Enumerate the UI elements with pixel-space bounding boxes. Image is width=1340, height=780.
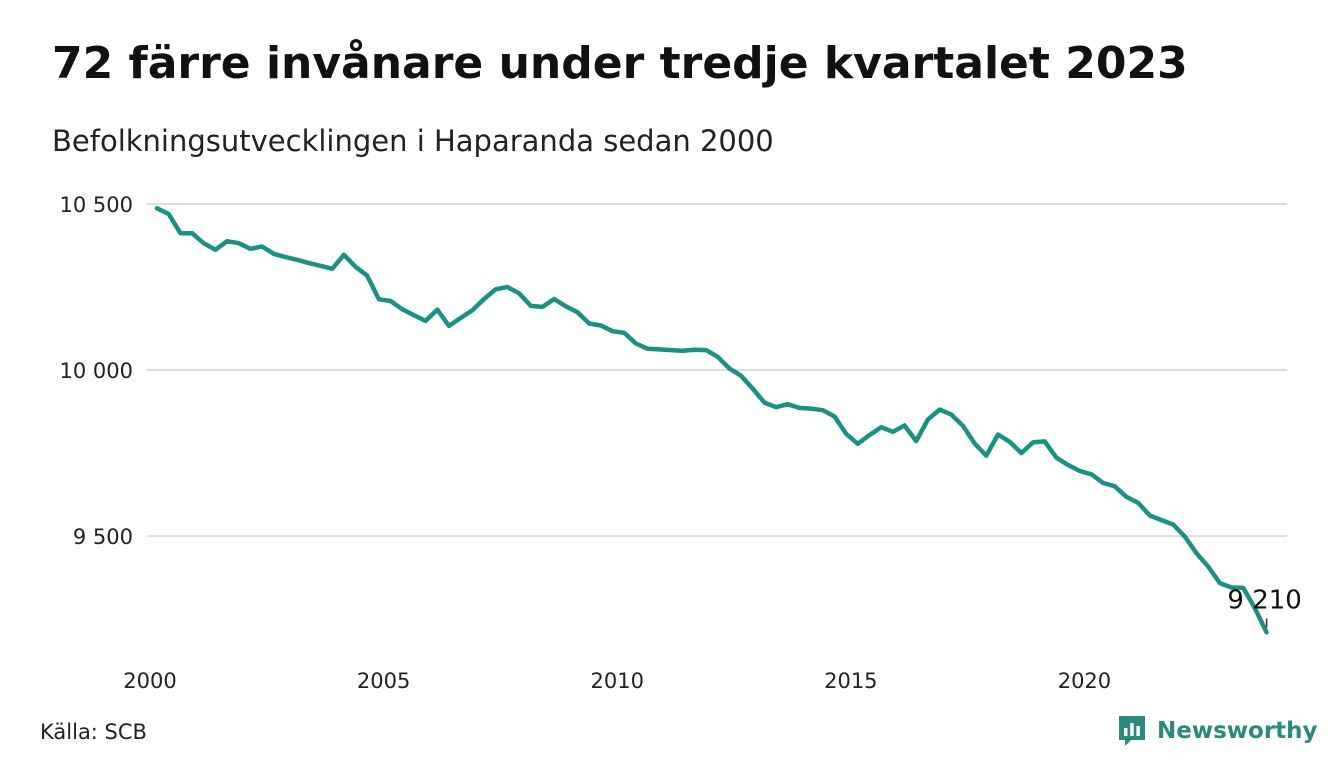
annotations: 9 210: [1227, 585, 1302, 628]
x-tick-label: 2010: [590, 669, 643, 693]
newsworthy-logo-icon: [1119, 716, 1145, 746]
y-tick-label: 10 000: [60, 359, 133, 383]
chart-subtitle: Befolkningsutvecklingen i Haparanda seda…: [52, 124, 774, 158]
y-tick-label: 10 500: [60, 193, 133, 217]
y-axis-tick-labels: 9 500 10 000 10 500: [60, 193, 133, 549]
x-tick-label: 2000: [123, 669, 176, 693]
newsworthy-logo[interactable]: Newsworthy: [1117, 713, 1318, 749]
y-tick-label: 9 500: [73, 525, 133, 549]
x-tick-label: 2005: [357, 669, 410, 693]
annotation-label: 9 210: [1227, 585, 1301, 615]
x-tick-label: 2015: [824, 669, 877, 693]
series-line: [154, 206, 1269, 635]
grid-lines: [147, 203, 1287, 538]
x-tick-label: 2020: [1058, 669, 1111, 693]
x-axis-tick-labels: 2000 2005 2010 2015 2020: [123, 669, 1111, 693]
newsworthy-logo-text: Newsworthy: [1157, 718, 1318, 744]
chart-title: 72 färre invånare under tredje kvartalet…: [52, 38, 1188, 89]
series-layer: [154, 206, 1269, 635]
source-credit: Källa: SCB: [40, 720, 147, 744]
